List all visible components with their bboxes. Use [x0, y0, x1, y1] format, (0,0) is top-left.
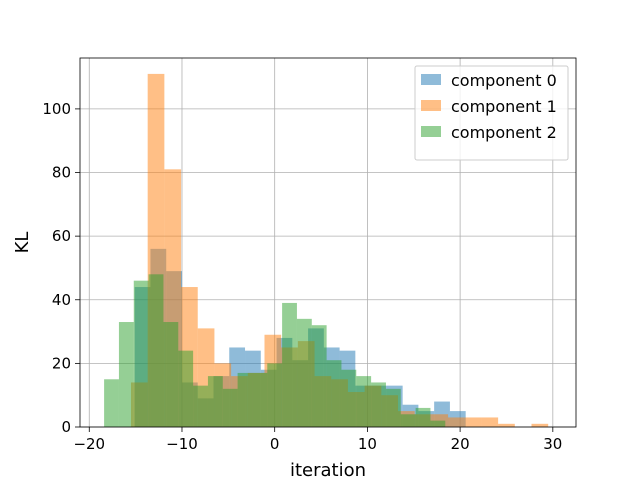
- histogram-bar: [464, 417, 482, 427]
- x-axis-label: iteration: [290, 460, 366, 480]
- histogram-bar: [341, 369, 357, 427]
- histogram-bar: [371, 382, 386, 427]
- histogram-bar: [207, 376, 223, 427]
- x-tick-label: 30: [543, 435, 562, 453]
- histogram-bar: [415, 407, 431, 427]
- x-tick-label: −20: [73, 435, 105, 453]
- histogram-bar: [282, 302, 297, 427]
- histogram-bar: [237, 372, 253, 427]
- histogram-bar: [118, 322, 134, 427]
- histogram-bar: [222, 388, 238, 427]
- histogram-bar: [400, 414, 416, 427]
- series-2-bars: [104, 274, 446, 427]
- y-axis-label: KL: [12, 232, 33, 254]
- histogram-bar: [133, 280, 149, 427]
- legend-swatch: [421, 126, 441, 137]
- y-tick-label: 20: [52, 354, 71, 372]
- histogram-bar: [296, 318, 312, 427]
- histogram-bar: [498, 423, 515, 427]
- histogram-bar: [385, 388, 401, 427]
- y-tick-label: 40: [52, 291, 71, 309]
- legend-label: component 2: [451, 123, 557, 142]
- histogram-bar: [430, 420, 446, 427]
- histogram-bar: [531, 423, 549, 427]
- legend-label: component 1: [451, 97, 557, 116]
- histogram-bar: [163, 322, 179, 427]
- plot-area-frame: [79, 57, 577, 428]
- histogram-bar: [252, 372, 268, 427]
- axis-ticks: −20 −10 0 10 20 30 0 20 40 60 80 100: [42, 100, 562, 453]
- x-tick-label: −10: [166, 435, 198, 453]
- histogram-bar: [356, 376, 372, 427]
- histogram-bar: [104, 379, 119, 427]
- x-tick-label: 20: [451, 435, 470, 453]
- histogram-bar: [448, 417, 465, 427]
- x-tick-label: 0: [270, 435, 280, 453]
- histogram-bar: [178, 350, 194, 427]
- y-tick-label: 60: [52, 227, 71, 245]
- histogram-bar: [148, 274, 164, 427]
- histogram-bar: [193, 385, 208, 427]
- x-tick-label: 10: [358, 435, 377, 453]
- histogram-bar: [267, 363, 283, 427]
- legend-box: [414, 65, 569, 161]
- legend-swatch: [421, 74, 441, 85]
- histogram-bars: [104, 73, 549, 427]
- legend-label: component 0: [451, 71, 557, 90]
- y-tick-label: 80: [52, 164, 71, 182]
- legend-swatch: [421, 100, 441, 111]
- histogram-bar: [311, 325, 327, 427]
- histogram-bar: [326, 360, 342, 427]
- histogram-bar: [481, 417, 499, 427]
- y-tick-label: 100: [42, 100, 71, 118]
- y-tick-label: 0: [61, 418, 71, 436]
- legend: component 0 component 1 component 2: [414, 65, 569, 161]
